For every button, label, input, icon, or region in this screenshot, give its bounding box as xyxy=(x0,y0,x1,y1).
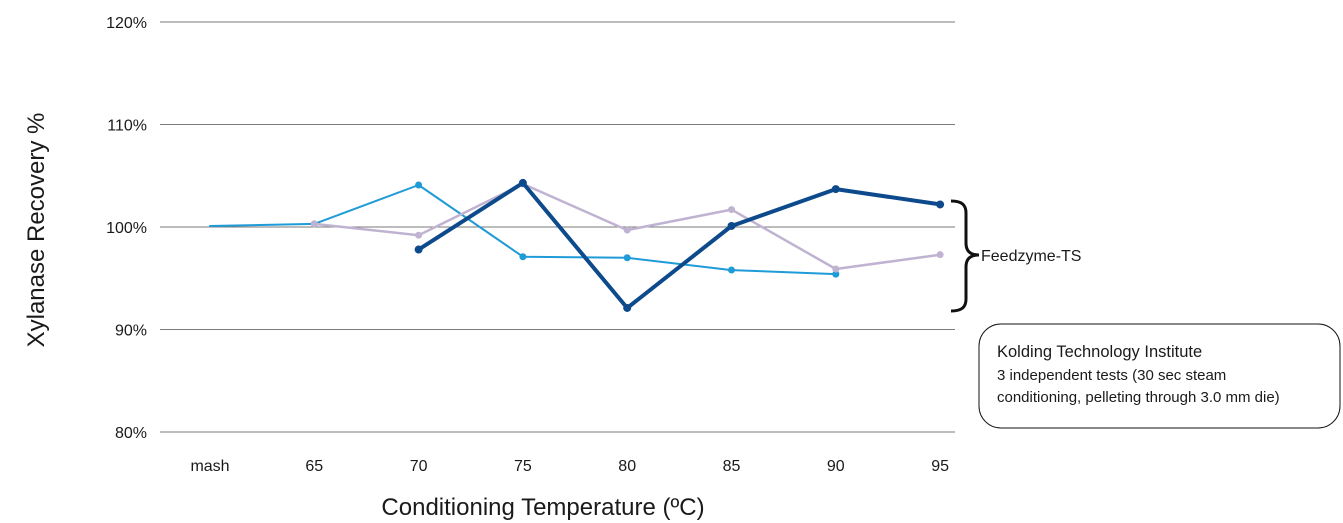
data-point xyxy=(936,251,944,259)
x-axis-title: Conditioning Temperature (ºC) xyxy=(381,494,704,521)
y-tick-labels: 80% 90% 100% 110% 120% xyxy=(106,15,147,442)
data-point xyxy=(519,253,527,261)
x-tick-label: 85 xyxy=(723,458,741,475)
note-line-1: Kolding Technology Institute xyxy=(997,343,1202,361)
data-point xyxy=(623,303,632,312)
y-tick-label: 80% xyxy=(115,425,147,442)
x-tick-label: 70 xyxy=(410,458,428,475)
note-line-3: conditioning, pelleting through 3.0 mm d… xyxy=(997,389,1280,406)
series-3 xyxy=(414,178,945,312)
y-tick-label: 90% xyxy=(115,323,147,340)
data-point xyxy=(728,206,735,214)
data-point xyxy=(623,254,631,262)
data-point xyxy=(623,226,631,234)
y-axis-title: Xylanase Recovery % xyxy=(23,113,50,348)
data-point xyxy=(936,200,945,209)
x-tick-label: 75 xyxy=(514,458,532,475)
x-tick-label: mash xyxy=(190,458,229,475)
series-line xyxy=(209,184,837,276)
note-box xyxy=(978,323,1341,429)
data-point xyxy=(518,178,527,187)
y-tick-label: 120% xyxy=(106,15,147,32)
data-point xyxy=(415,231,423,239)
data-point xyxy=(832,270,840,278)
x-tick-labels: mash 65 70 75 80 85 90 95 xyxy=(190,458,949,475)
data-point xyxy=(727,221,736,230)
brace-label: Feedzyme-TS xyxy=(981,248,1081,265)
data-point xyxy=(831,185,840,194)
x-tick-label: 65 xyxy=(305,458,323,475)
series-line xyxy=(416,180,943,310)
note-line-2: 3 independent tests (30 sec steam xyxy=(997,367,1226,384)
series-group xyxy=(209,178,945,312)
series-1 xyxy=(209,181,840,278)
x-tick-label: 80 xyxy=(618,458,636,475)
data-point xyxy=(310,220,318,228)
y-tick-label: 110% xyxy=(107,118,147,135)
x-tick-label: 90 xyxy=(827,458,845,475)
data-point xyxy=(415,181,423,189)
y-tick-label: 100% xyxy=(106,220,147,237)
data-point xyxy=(414,245,423,254)
brace xyxy=(950,199,980,313)
data-point xyxy=(832,265,840,273)
data-point xyxy=(728,266,735,274)
x-tick-label: 95 xyxy=(931,458,949,475)
